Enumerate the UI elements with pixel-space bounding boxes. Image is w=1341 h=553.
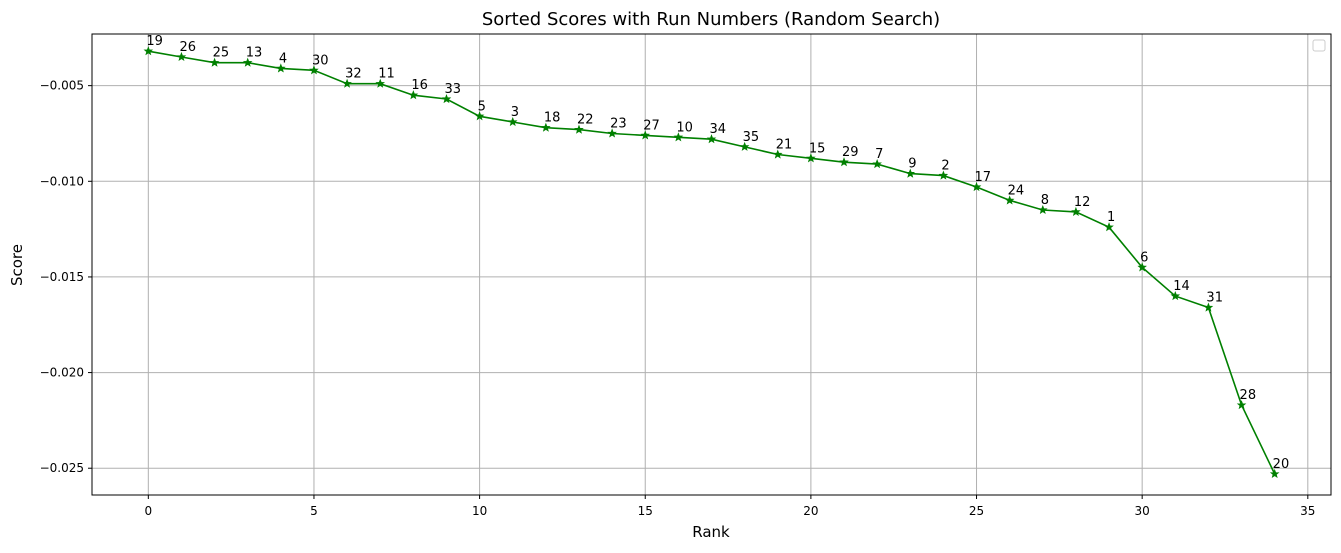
point-label: 2 [941, 159, 949, 174]
x-tick-label: 35 [1300, 504, 1315, 518]
data-point [1104, 222, 1114, 232]
point-label: 25 [213, 46, 230, 61]
data-point [143, 46, 154, 56]
data-point [607, 128, 617, 138]
data-point [309, 65, 319, 75]
grid [92, 34, 1331, 495]
data-point [1170, 291, 1181, 301]
point-label: 26 [179, 40, 196, 55]
series-line [148, 50, 1276, 475]
data-point [772, 149, 783, 159]
y-tick-label: −0.005 [40, 79, 84, 93]
point-label: 29 [842, 145, 859, 160]
axis-ticks: 0 5 10 15 20 25 30 35−0.005−0.010−0.015−0.020−0… [40, 79, 1316, 518]
data-point [441, 94, 452, 104]
y-tick-label: −0.020 [40, 366, 84, 380]
point-label: 14 [1173, 279, 1190, 294]
point-label: 7 [875, 147, 883, 162]
x-tick-label: 30 [1135, 504, 1150, 518]
point-label: 35 [743, 130, 760, 145]
data-point [971, 181, 982, 192]
data-point [706, 134, 717, 144]
y-tick-label: −0.015 [40, 270, 84, 284]
data-point [739, 141, 750, 151]
data-point [276, 63, 286, 73]
point-label: 11 [378, 67, 395, 82]
x-tick-label: 5 [310, 504, 318, 518]
point-label: 31 [1206, 291, 1223, 306]
point-label: 34 [710, 122, 727, 137]
point-label: 18 [544, 111, 561, 126]
x-tick-label: 0 [144, 504, 152, 518]
y-tick-label: −0.025 [40, 461, 84, 475]
data-point [507, 116, 518, 127]
x-tick-label: 10 [472, 504, 487, 518]
point-label: 13 [246, 46, 263, 61]
x-tick-label: 25 [969, 504, 984, 518]
x-tick-label: 15 [638, 504, 653, 518]
data-point [176, 51, 187, 62]
point-label: 8 [1041, 193, 1049, 208]
point-label: 19 [146, 34, 163, 49]
y-axis-label: Score [8, 244, 26, 286]
chart-title: Sorted Scores with Run Numbers (Random S… [482, 9, 940, 30]
data-point [1137, 262, 1147, 272]
legend-box [1312, 39, 1326, 52]
data-point [541, 122, 551, 132]
data-point [839, 157, 849, 167]
data-point [242, 57, 253, 67]
point-label: 23 [610, 116, 627, 131]
data-point [640, 130, 651, 140]
point-label: 9 [908, 157, 916, 172]
data-point [938, 170, 949, 180]
point-label: 1 [1107, 210, 1115, 225]
series [143, 46, 1280, 479]
data-point [1004, 195, 1015, 205]
data-point [1269, 468, 1280, 479]
point-label: 4 [279, 51, 287, 66]
data-point [574, 124, 584, 134]
plot-frame [91, 33, 1332, 496]
y-tick-label: −0.010 [40, 174, 84, 188]
data-point [474, 111, 485, 121]
point-label: 15 [809, 141, 826, 156]
data-point [375, 78, 386, 88]
data-point [806, 153, 816, 163]
point-label: 12 [1074, 195, 1091, 210]
data-point [1037, 204, 1048, 215]
data-point [1203, 302, 1214, 312]
point-label: 33 [444, 82, 461, 97]
point-label: 6 [1140, 250, 1148, 265]
data-point [408, 90, 419, 100]
data-point [673, 132, 684, 142]
x-axis-label: Rank [692, 523, 730, 541]
point-label: 16 [411, 78, 428, 93]
point-label: 32 [345, 67, 362, 82]
point-label: 17 [975, 170, 992, 185]
point-label: 20 [1273, 457, 1290, 472]
data-point [1071, 206, 1081, 216]
x-tick-label: 20 [803, 504, 818, 518]
data-point [209, 57, 220, 67]
data-point [342, 78, 352, 88]
data-point [872, 159, 882, 169]
point-label: 28 [1240, 388, 1257, 403]
point-label: 30 [312, 53, 329, 68]
point-label: 27 [643, 118, 660, 133]
point-label: 10 [676, 120, 693, 135]
point-label: 24 [1008, 183, 1025, 198]
data-point [1236, 400, 1247, 410]
point-label: 22 [577, 113, 594, 128]
point-label: 21 [776, 138, 793, 153]
point-label: 5 [478, 99, 486, 114]
point-label: 3 [511, 105, 519, 120]
data-point [905, 168, 916, 178]
